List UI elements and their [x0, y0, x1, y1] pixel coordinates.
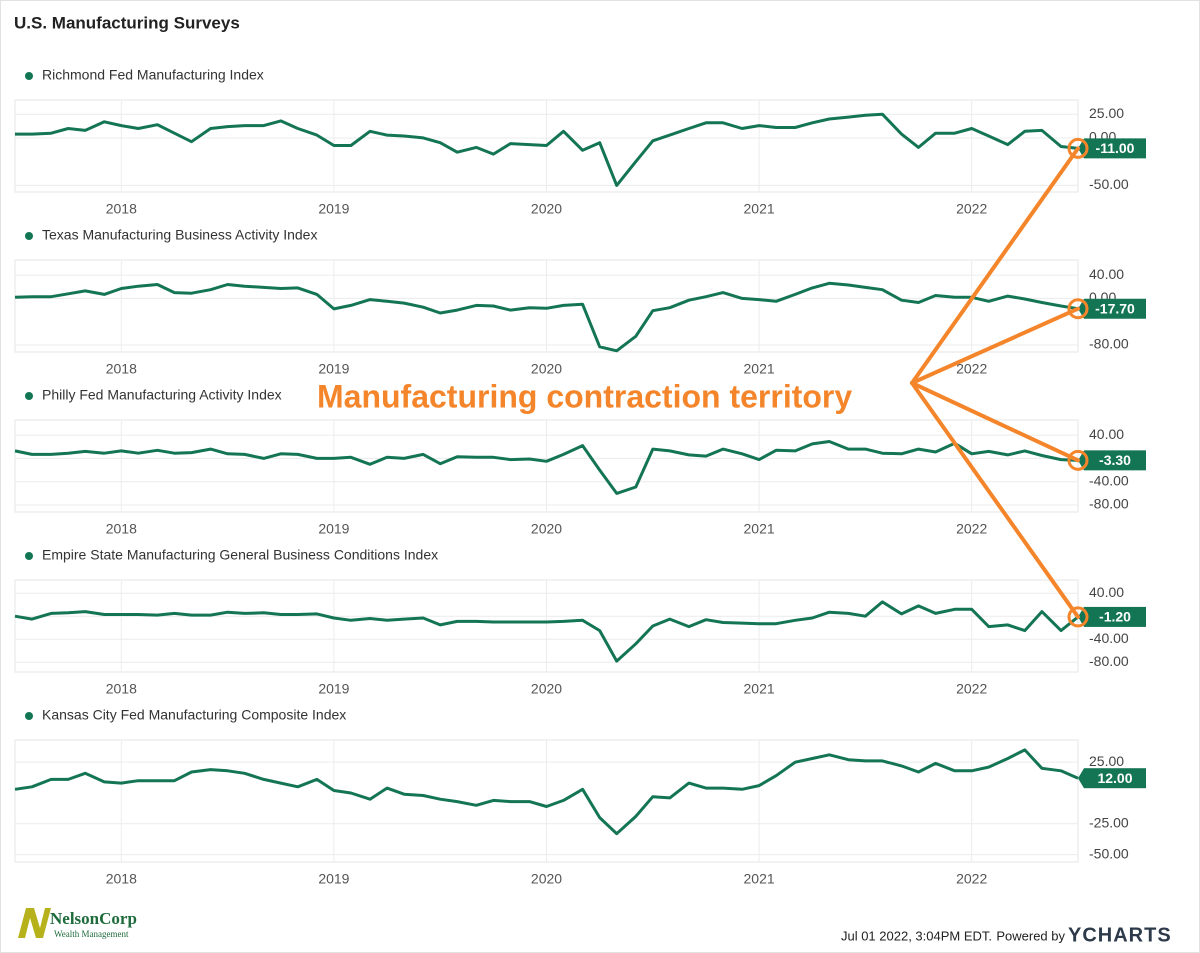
legend-label: Empire State Manufacturing General Busin… — [42, 547, 438, 563]
y-tick-label: 40.00 — [1089, 584, 1124, 600]
y-tick-label: 40.00 — [1089, 426, 1124, 442]
logo: NelsonCorp Wealth Management — [18, 908, 137, 939]
annotation-arrow — [910, 381, 1080, 619]
powered-by: Powered by — [996, 928, 1065, 943]
x-tick-label: 2021 — [744, 361, 775, 377]
x-tick-label: 2021 — [744, 521, 775, 537]
annotation-circle — [1067, 137, 1089, 159]
y-tick-label: -50.00 — [1089, 176, 1129, 192]
x-tick-label: 2020 — [531, 681, 562, 697]
y-tick-label: 40.00 — [1089, 266, 1124, 282]
y-tick-label: -80.00 — [1089, 653, 1129, 669]
value-label: -3.30 — [1099, 452, 1131, 468]
x-tick-label: 2018 — [106, 521, 137, 537]
legend-dot — [25, 712, 33, 720]
x-tick-label: 2021 — [744, 201, 775, 217]
x-tick-label: 2018 — [106, 361, 137, 377]
legend-label: Texas Manufacturing Business Activity In… — [42, 227, 317, 243]
x-tick-label: 2018 — [106, 201, 137, 217]
x-tick-label: 2019 — [318, 361, 349, 377]
annotation-circle — [1067, 298, 1089, 320]
x-tick-label: 2019 — [318, 871, 349, 887]
legend-label: Kansas City Fed Manufacturing Composite … — [42, 707, 346, 723]
annotation-arrow — [910, 381, 1080, 463]
y-tick-label: -40.00 — [1089, 472, 1129, 488]
annotation-circle — [1067, 606, 1089, 628]
x-tick-label: 2021 — [744, 871, 775, 887]
legend-dot — [25, 232, 33, 240]
value-label: -17.70 — [1095, 300, 1135, 316]
value-label-box — [1084, 138, 1146, 159]
y-tick-label: -25.00 — [1089, 815, 1129, 831]
timestamp: Jul 01 2022, 3:04PM EDT. — [841, 928, 992, 943]
value-label: -1.20 — [1099, 609, 1131, 625]
x-tick-label: 2020 — [531, 521, 562, 537]
y-tick-label: -80.00 — [1089, 336, 1129, 352]
legend-label: Richmond Fed Manufacturing Index — [42, 67, 264, 83]
value-label: 12.00 — [1097, 770, 1132, 786]
legend-dot — [25, 392, 33, 400]
annotation-arrow — [910, 146, 1080, 385]
value-label-pointer — [1078, 298, 1084, 319]
series-line — [15, 112, 1079, 187]
page-title: U.S. Manufacturing Surveys — [14, 13, 240, 32]
y-tick-label: 25.00 — [1089, 105, 1124, 121]
x-tick-label: 2020 — [531, 201, 562, 217]
x-tick-label: 2019 — [318, 521, 349, 537]
x-tick-label: 2020 — [531, 871, 562, 887]
value-label-box — [1084, 768, 1146, 789]
annotation-text: Manufacturing contraction territory — [317, 378, 852, 414]
series-line — [14, 281, 1079, 353]
annotation-circle — [1067, 449, 1089, 471]
logo-tagline: Wealth Management — [54, 929, 129, 939]
brand: YCHARTS — [1068, 924, 1172, 946]
y-tick-label: -80.00 — [1089, 496, 1129, 512]
x-tick-label: 2022 — [956, 201, 987, 217]
logo-name: NelsonCorp — [50, 909, 137, 928]
value-label-box — [1084, 298, 1146, 319]
y-tick-label: -50.00 — [1089, 845, 1129, 861]
x-tick-label: 2022 — [956, 521, 987, 537]
y-tick-label: -40.00 — [1089, 630, 1129, 646]
legend-label: Philly Fed Manufacturing Activity Index — [42, 387, 282, 403]
value-label: -11.00 — [1096, 140, 1135, 156]
x-tick-label: 2019 — [318, 681, 349, 697]
x-tick-label: 2020 — [531, 361, 562, 377]
x-tick-label: 2019 — [318, 201, 349, 217]
value-label-pointer — [1078, 606, 1084, 627]
value-label-pointer — [1078, 450, 1084, 471]
legend-dot — [25, 72, 33, 80]
x-tick-label: 2021 — [744, 681, 775, 697]
value-label-box — [1084, 606, 1146, 627]
y-tick-label: 25.00 — [1089, 753, 1124, 769]
value-label-pointer — [1078, 138, 1084, 159]
legend-dot — [25, 552, 33, 560]
series-line — [14, 600, 1079, 663]
series-line — [14, 748, 1079, 836]
x-tick-label: 2018 — [106, 681, 137, 697]
series-line — [14, 440, 1079, 495]
x-tick-label: 2022 — [956, 681, 987, 697]
x-tick-label: 2022 — [956, 361, 987, 377]
logo-mark — [18, 908, 51, 938]
value-label-pointer — [1078, 768, 1084, 789]
x-tick-label: 2022 — [956, 871, 987, 887]
x-tick-label: 2018 — [106, 871, 137, 887]
annotation-arrow — [910, 306, 1080, 385]
value-label-box — [1084, 450, 1146, 471]
